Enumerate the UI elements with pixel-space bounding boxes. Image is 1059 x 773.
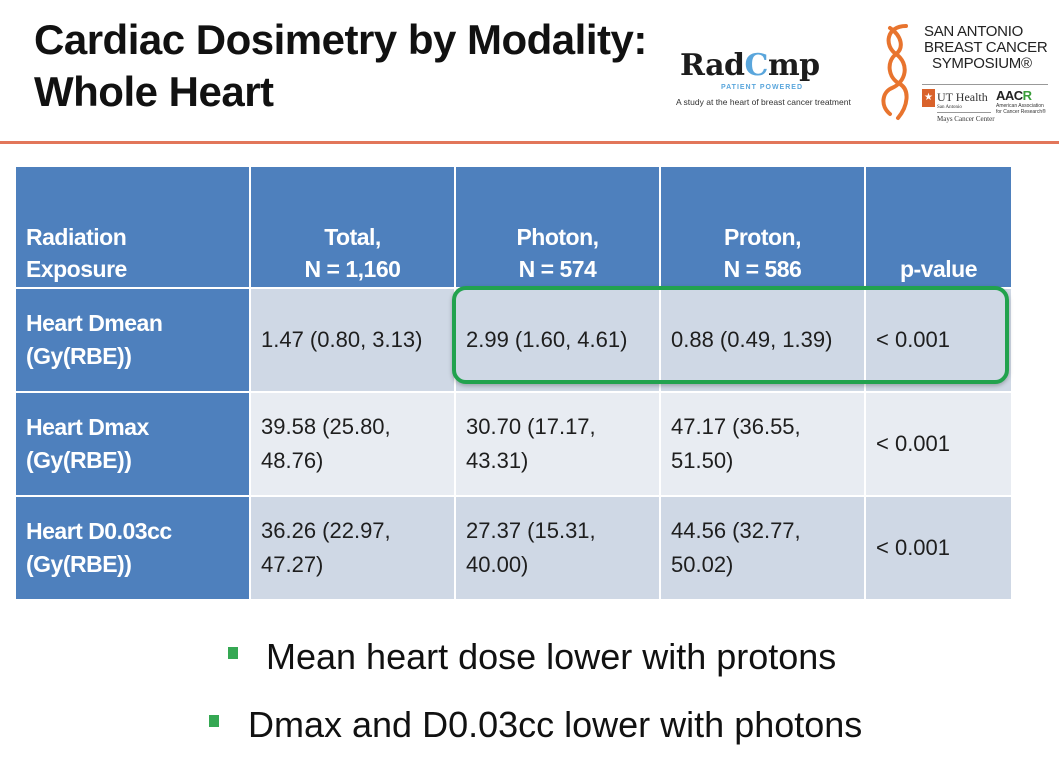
cell-proton: 47.17 (36.55, 51.50) — [659, 391, 866, 497]
cell-line: 39.58 (25.80, — [261, 414, 391, 439]
column-header-line: N = 586 — [723, 256, 802, 282]
sabcs-line-2: BREAST CANCER — [924, 39, 1048, 56]
radcomp-subtitle: A study at the heart of breast cancer tr… — [676, 97, 851, 107]
row-label: Heart Dmean — [26, 310, 163, 336]
cell-total: 36.26 (22.97, 47.27) — [249, 495, 456, 601]
ut-health-city: San Antonio — [937, 105, 962, 110]
row-unit: (Gy(RBE)) — [26, 447, 132, 473]
cell-line: 51.50) — [671, 448, 734, 473]
slide-title-line-2: Whole Heart — [34, 68, 274, 115]
bullet-text: Dmax and D0.03cc lower with photons — [248, 704, 863, 745]
aacr-sub-1: American Association — [996, 103, 1044, 109]
cell-line: 43.31) — [466, 448, 529, 473]
cell-proton: 44.56 (32.77, 50.02) — [659, 495, 866, 601]
cell-photon: 2.99 (1.60, 4.61) — [454, 287, 661, 393]
cardiac-dosimetry-table: Radiation Exposure Total, N = 1,160 Photon… — [14, 165, 1013, 601]
ut-health-center: Mays Cancer Center — [937, 115, 995, 123]
cell-line: 50.02) — [671, 552, 734, 577]
title-divider — [0, 141, 1059, 144]
column-header-line: Total, — [324, 224, 381, 250]
cell-p-value: < 0.001 — [864, 391, 1013, 497]
column-header-line: Radiation — [26, 224, 127, 250]
row-label: Heart Dmax — [26, 414, 149, 440]
aacr-name: AACR — [996, 88, 1052, 103]
row-unit: (Gy(RBE)) — [26, 343, 132, 369]
column-header-line: p-value — [899, 256, 978, 282]
cell-p-value: < 0.001 — [864, 495, 1013, 601]
column-header-p-value: p-value — [864, 165, 1013, 289]
column-header-line: N = 574 — [518, 256, 597, 282]
aacr-name-b: R — [1022, 88, 1032, 103]
radcomp-wordmark: RadCmp — [680, 48, 820, 83]
square-bullet-icon — [209, 715, 219, 728]
cell-line: 47.17 (36.55, — [671, 414, 801, 439]
slide-title: Cardiac Dosimetry by Modality: Whole Hea… — [34, 14, 647, 118]
cell-line: 40.00) — [466, 552, 529, 577]
aacr-sub-2: for Cancer Research® — [996, 109, 1046, 115]
cell-line: 44.56 (32.77, — [671, 518, 801, 543]
column-header-radiation-exposure: Radiation Exposure — [14, 165, 251, 289]
cell-photon: 27.37 (15.31, 40.00) — [454, 495, 661, 601]
row-header: Heart D0.03cc (Gy(RBE)) — [14, 495, 251, 601]
bullet-item: Dmax and D0.03cc lower with photons — [209, 705, 862, 745]
slide-title-line-1: Cardiac Dosimetry by Modality: — [34, 16, 647, 63]
column-header-line: Photon, — [516, 224, 599, 250]
radcomp-tagline: PATIENT POWERED — [720, 84, 804, 91]
radcomp-logo: RadCmp PATIENT POWERED A study at the he… — [676, 48, 851, 112]
bullet-text: Mean heart dose lower with protons — [266, 636, 837, 677]
cell-photon: 30.70 (17.17, 43.31) — [454, 391, 661, 497]
sabcs-divider — [922, 84, 1048, 85]
aacr-logo: AACR American Association for Cancer Res… — [996, 88, 1052, 115]
star-icon: ★ — [922, 89, 935, 107]
table-header-row: Radiation Exposure Total, N = 1,160 Photon… — [14, 165, 1013, 289]
sabcs-line-1: SAN ANTONIO — [924, 23, 1023, 40]
column-header-photon: Photon, N = 574 — [454, 165, 661, 289]
cell-line: 36.26 (22.97, — [261, 518, 391, 543]
column-header-line: Proton, — [724, 224, 802, 250]
radcomp-suffix: mp — [767, 48, 820, 83]
cell-total: 1.47 (0.80, 3.13) — [249, 287, 456, 393]
table-row-heart-dmax: Heart Dmax (Gy(RBE)) 39.58 (25.80, 48.76) … — [14, 391, 1013, 497]
cell-proton: 0.88 (0.49, 1.39) — [659, 287, 866, 393]
row-label: Heart D0.03cc — [26, 518, 172, 544]
column-header-line: N = 1,160 — [304, 256, 401, 282]
column-header-total: Total, N = 1,160 — [249, 165, 456, 289]
bullet-item: Mean heart dose lower with protons — [228, 637, 836, 677]
radcomp-prefix: Rad — [680, 48, 745, 83]
column-header-proton: Proton, N = 586 — [659, 165, 866, 289]
pink-ribbon-icon — [881, 24, 909, 120]
row-unit: (Gy(RBE)) — [26, 551, 132, 577]
column-header-line: Exposure — [26, 256, 127, 282]
cell-line: 48.76) — [261, 448, 324, 473]
heart-speech-bubble-icon: C — [744, 48, 769, 83]
cell-line: 47.27) — [261, 552, 324, 577]
table-row-heart-d003cc: Heart D0.03cc (Gy(RBE)) 36.26 (22.97, 47.2… — [14, 495, 1013, 601]
cell-line: 27.37 (15.31, — [466, 518, 596, 543]
aacr-name-a: AAC — [996, 88, 1023, 103]
sabcs-line-3: SYMPOSIUM® — [932, 55, 1032, 72]
cell-p-value: < 0.001 — [864, 287, 1013, 393]
square-bullet-icon — [228, 647, 238, 660]
row-header: Heart Dmax (Gy(RBE)) — [14, 391, 251, 497]
table-row-heart-dmean: Heart Dmean (Gy(RBE)) 1.47 (0.80, 3.13) 2… — [14, 287, 1013, 393]
cell-total: 39.58 (25.80, 48.76) — [249, 391, 456, 497]
sabcs-logo: SAN ANTONIO BREAST CANCER SYMPOSIUM® ★ U… — [876, 18, 1054, 132]
row-header: Heart Dmean (Gy(RBE)) — [14, 287, 251, 393]
ut-health-divider — [937, 112, 991, 113]
cell-line: 30.70 (17.17, — [466, 414, 596, 439]
ut-health-name: UT Health — [937, 90, 988, 104]
